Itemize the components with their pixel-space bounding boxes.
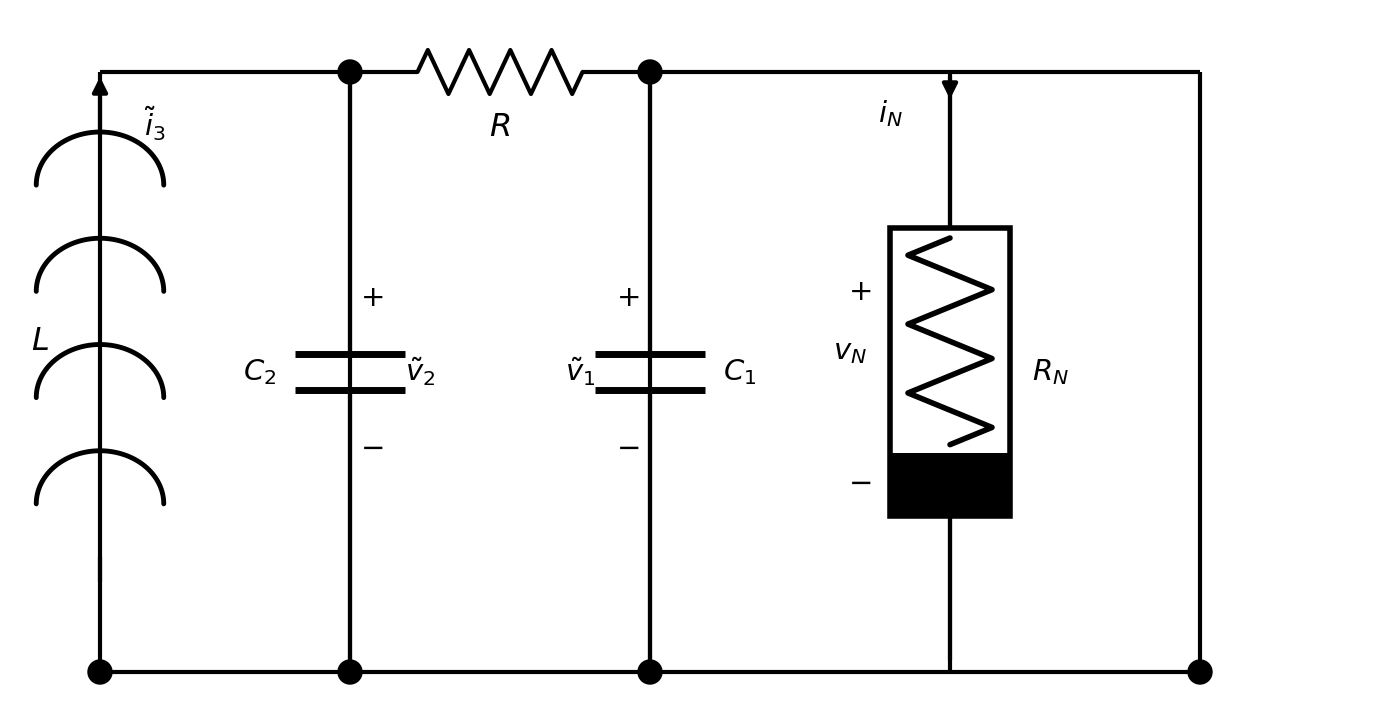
Text: $+$: $+$ (848, 277, 871, 307)
Text: $C_1$: $C_1$ (723, 357, 757, 387)
Text: $R$: $R$ (489, 111, 511, 142)
Text: $L$: $L$ (32, 326, 49, 357)
Circle shape (88, 660, 113, 684)
Bar (890, 453, 1010, 516)
Text: $v_N$: $v_N$ (833, 337, 867, 367)
Circle shape (338, 660, 361, 684)
Text: $-$: $-$ (848, 468, 871, 497)
Text: $+$: $+$ (360, 282, 383, 311)
Text: $C_2$: $C_2$ (243, 357, 276, 387)
Text: $+$: $+$ (617, 282, 640, 311)
Bar (890, 228, 1010, 516)
Text: $-$: $-$ (617, 432, 640, 461)
Circle shape (338, 60, 361, 84)
Text: $-$: $-$ (360, 432, 383, 461)
Text: $\tilde{i}_3$: $\tilde{i}_3$ (144, 105, 166, 143)
Text: $i_N$: $i_N$ (878, 99, 903, 129)
Circle shape (638, 60, 662, 84)
Circle shape (638, 660, 662, 684)
Text: $\tilde{v}_1$: $\tilde{v}_1$ (565, 356, 595, 388)
Text: $R_N$: $R_N$ (1032, 357, 1069, 387)
Circle shape (1189, 660, 1212, 684)
Text: $\tilde{v}_2$: $\tilde{v}_2$ (405, 356, 436, 388)
